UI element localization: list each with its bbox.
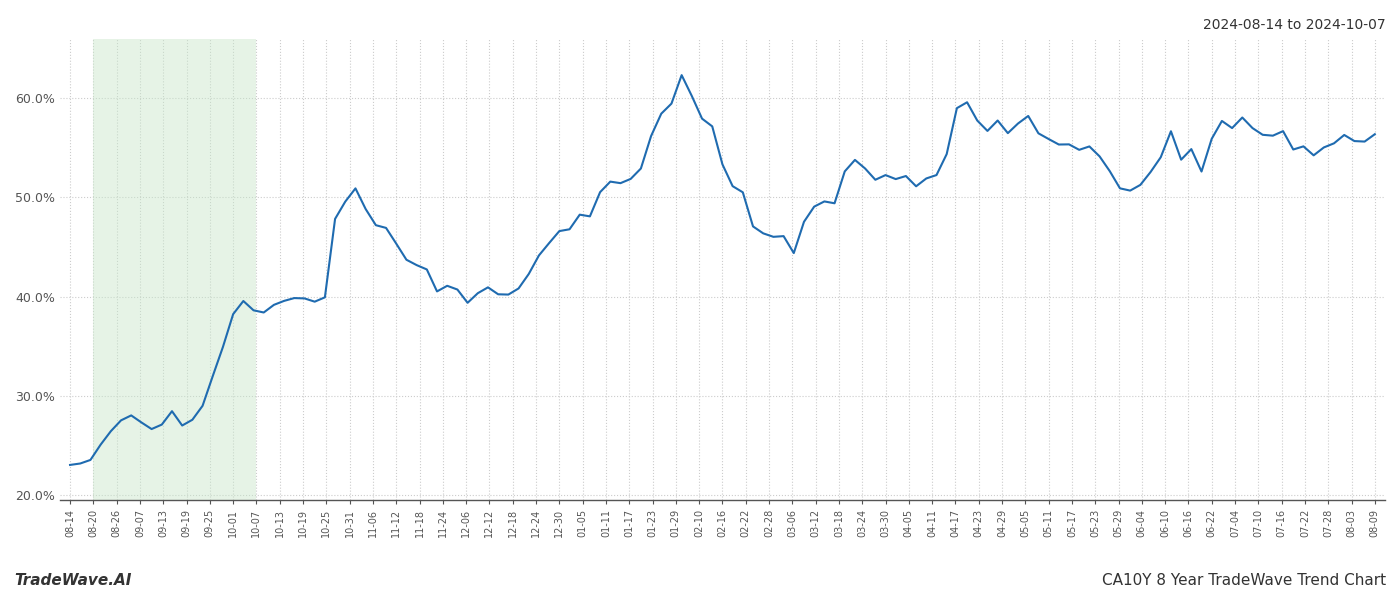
- Text: 2024-08-14 to 2024-10-07: 2024-08-14 to 2024-10-07: [1204, 18, 1386, 32]
- Text: CA10Y 8 Year TradeWave Trend Chart: CA10Y 8 Year TradeWave Trend Chart: [1102, 573, 1386, 588]
- Text: TradeWave.AI: TradeWave.AI: [14, 573, 132, 588]
- Bar: [94, 39, 256, 500]
